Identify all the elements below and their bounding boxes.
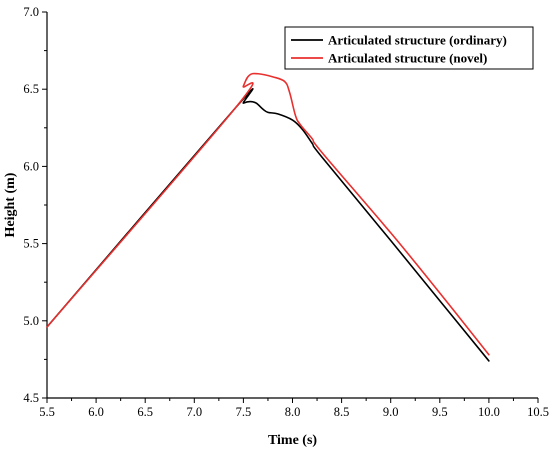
y-tick-label: 6.5 bbox=[23, 82, 39, 96]
x-tick-label: 10.5 bbox=[527, 405, 549, 419]
y-axis-title: Height (m) bbox=[3, 172, 18, 237]
y-tick-label: 7.0 bbox=[23, 5, 39, 19]
y-tick-label: 5.0 bbox=[23, 314, 39, 328]
y-tick-label: 5.5 bbox=[23, 237, 39, 251]
legend-box bbox=[284, 26, 534, 70]
y-tick-label: 4.5 bbox=[23, 391, 39, 405]
x-tick-label: 7.5 bbox=[236, 405, 252, 419]
series-ordinary-line bbox=[46, 88, 490, 362]
x-tick-label: 8.5 bbox=[334, 405, 350, 419]
series-novel-line bbox=[46, 72, 490, 356]
x-tick-label: 7.0 bbox=[186, 405, 202, 419]
x-tick-label: 9.0 bbox=[383, 405, 399, 419]
legend: Articulated structure (ordinary) Articula… bbox=[284, 26, 534, 70]
x-axis-title: Time (s) bbox=[268, 433, 317, 448]
legend-label: Articulated structure (ordinary) bbox=[328, 33, 507, 48]
y-tick-label: 6.0 bbox=[23, 159, 39, 173]
x-tick-label: 8.0 bbox=[285, 405, 301, 419]
x-tick-label: 6.5 bbox=[137, 405, 153, 419]
x-tick-label: 10.0 bbox=[478, 405, 500, 419]
legend-label: Articulated structure (novel) bbox=[328, 51, 487, 66]
x-tick-label: 5.5 bbox=[39, 405, 55, 419]
axes: 5.5 6.0 6.5 7.0 7.5 8.0 8.5 9.0 9.5 10.0 10.54.55.… bbox=[23, 5, 549, 419]
x-tick-label: 6.0 bbox=[88, 405, 104, 419]
x-tick-label: 9.5 bbox=[432, 405, 448, 419]
series-layer bbox=[46, 72, 490, 362]
